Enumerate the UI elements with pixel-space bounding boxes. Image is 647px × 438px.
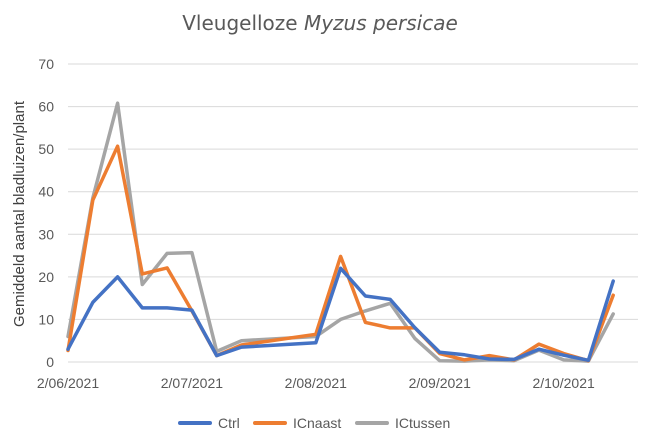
x-tick-label: 2/10/2021 [533,375,595,391]
y-tick-label: 30 [38,226,54,242]
y-tick-label: 50 [38,141,54,157]
y-tick-label: 0 [46,354,54,370]
chart-title-italic: Myzus persicae [304,11,458,35]
y-tick-label: 20 [38,269,54,285]
series-lines [66,101,615,363]
legend-label-icnaast: ICnaast [293,415,341,431]
y-axis-label: Gemiddeld aantal bladluizen/plant [11,100,28,327]
x-tick-label: 2/06/2021 [37,375,99,391]
x-axis-ticks: 2/06/2021 2/07/2021 2/08/2021 2/09/2021 2/10… [37,375,595,391]
y-axis-ticks: 0 10 20 30 40 50 60 70 [38,56,54,370]
series-line-ictussen [66,101,615,363]
series-line-icnaast [66,144,615,363]
chart-title-plain: Vleugelloze [182,11,297,35]
series-line-ctrl [66,266,615,363]
x-tick-label: 2/08/2021 [285,375,347,391]
y-tick-label: 40 [38,184,54,200]
legend-label-ctrl: Ctrl [218,415,240,431]
x-tick-label: 2/07/2021 [161,375,223,391]
x-tick-label: 2/09/2021 [409,375,471,391]
y-tick-label: 10 [38,311,54,327]
y-tick-label: 70 [38,56,54,72]
legend: Ctrl ICnaast ICtussen [178,415,450,431]
y-tick-label: 60 [38,99,54,115]
chart-title: Vleugelloze Myzus persicae [182,11,458,35]
legend-label-ictussen: ICtussen [395,415,450,431]
gridlines [68,63,638,363]
